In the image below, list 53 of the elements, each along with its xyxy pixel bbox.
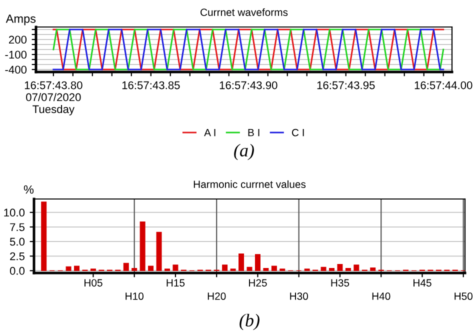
x-tick-label: 16:57:43.90 [220,81,278,90]
bar [370,267,376,271]
text: (a) [234,144,254,160]
x-tick-label: 16:57:44.00 [414,81,472,90]
y-tick-label: 0.0 [10,266,25,275]
legend-label: A I [204,129,216,136]
y-axis-title: % [24,185,34,194]
x-tick-label: H15 [166,279,185,287]
bar [148,266,154,271]
bar [74,266,80,271]
bar [140,221,146,271]
bar [329,268,334,271]
bar [123,262,129,271]
x-tick-label: H25 [249,279,267,287]
x-tick-label: H10 [126,292,144,300]
bar [66,266,72,271]
bar [254,254,260,271]
x-tick-label: 16:57:43.85 [122,81,180,90]
bar [263,268,269,271]
x-tick-label: H40 [372,292,390,300]
y-tick-label: -100 [5,50,27,59]
chart-title: Currnet waveforms [200,8,288,16]
x-tick-label: 16:57:43.95 [317,81,375,90]
x-tick-label: H35 [331,279,350,287]
y-tick-label: 5.0 [10,238,25,246]
bar [156,232,162,271]
x-tick-label: H45 [414,279,432,287]
x-tick-label: 16:57:43.80 07/07/2020 Tuesday [24,81,82,116]
bar [238,253,244,271]
y-tick-label: 7.5 [10,223,25,232]
y-tick-label: -400 [5,66,27,74]
y-tick-label: 10.0 [4,208,25,217]
chart-title: Harmonic currnet values [194,180,306,188]
y-tick-label: 2.5 [10,252,25,260]
x-tick-label: H50 [454,292,473,300]
y-axis-title: Amps [6,14,36,26]
bar [246,266,252,271]
legend-label: B I [248,129,260,136]
x-tick-label: H20 [208,292,226,300]
bar [271,266,277,271]
text: (b) [240,314,260,330]
y-tick-label: 200 [8,36,27,44]
bar [345,268,351,271]
legend-label: C I [292,128,304,136]
bar [132,268,138,271]
bar [222,264,228,271]
bar [320,266,326,271]
bar [354,264,360,271]
bar [337,264,343,271]
x-tick-label: H05 [84,279,102,287]
x-tick-label: H30 [290,292,308,300]
bar [41,202,47,271]
bar [172,264,178,271]
